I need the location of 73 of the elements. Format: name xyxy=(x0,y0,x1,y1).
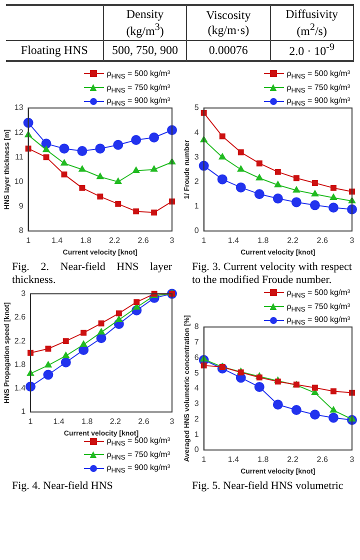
x-tick-label: 2.6 xyxy=(138,417,150,426)
x-tick-label: 2.2 xyxy=(287,455,299,464)
y-tick-label: 3 xyxy=(194,399,200,408)
x-tick-label: 3 xyxy=(350,236,355,246)
caption: Fig. 4. Near-field HNS xyxy=(11,479,114,493)
y-tick-label: 6 xyxy=(194,352,200,362)
y-tick-label: 2.2 xyxy=(14,336,26,346)
x-tick-label: 2.6 xyxy=(316,455,328,464)
legend-label: ρ$_{HNS}$ = 750 kg/m³ xyxy=(106,450,170,462)
x-tick-label: 3 xyxy=(170,236,175,246)
legend-label: ρ$_{HNS}$ = 750 kg/m³ xyxy=(286,302,350,314)
y-tick-label: 7 xyxy=(194,338,200,347)
y-tick-label: 4 xyxy=(194,128,200,137)
x-tick-label: 1.4 xyxy=(228,455,240,464)
y-tick-label: 13 xyxy=(14,103,24,112)
y-tick-label: 1.4 xyxy=(14,384,26,393)
x-tick-label: 2.2 xyxy=(287,236,299,246)
x-tick-label: 1 xyxy=(28,417,34,426)
legend-label: ρ$_{HNS}$ = 900 kg/m³ xyxy=(106,463,170,475)
y-tick-label: 8 xyxy=(18,226,24,236)
y-tick-label: 1 xyxy=(194,430,200,439)
x-tick-label: 3 xyxy=(350,455,355,464)
legend-label: ρ$_{HNS}$ = 750 kg/m³ xyxy=(286,82,350,94)
x-tick-label: 1.4 xyxy=(51,236,64,246)
legend-label: ρ$_{HNS}$ = 500 kg/m³ xyxy=(286,69,350,81)
x-tick-label: 1.4 xyxy=(53,417,65,426)
y-tick-label: 11 xyxy=(14,152,24,162)
category-label: Viscosity (kg/m·s) xyxy=(186,5,270,40)
x-tick-label: 2.2 xyxy=(110,417,122,426)
category-label: Density (kg/m$^{3}$) xyxy=(103,5,187,40)
y-tick-label: 1 xyxy=(194,202,200,211)
y-tick-label: 3 xyxy=(21,289,26,298)
text: 500, 750, 900 xyxy=(112,43,178,57)
legend-label: ρ$_{HNS}$ = 500 kg/m³ xyxy=(286,288,350,300)
x-tick-label: 1.8 xyxy=(258,455,270,464)
y-tick-label: 3 xyxy=(194,152,200,162)
text: 0.00076 xyxy=(208,43,248,57)
y-tick-label: 1.8 xyxy=(14,360,26,369)
x-tick-label: 2.2 xyxy=(108,236,121,246)
legend-label: ρ$_{HNS}$ = 750 kg/m³ xyxy=(106,82,170,94)
text: 2.0 · 10$^{-9}$ xyxy=(289,42,334,58)
legend-label: ρ$_{HNS}$ = 500 kg/m³ xyxy=(106,436,170,448)
caption: Fig. 5. Near-field HNS volumetric xyxy=(191,479,344,493)
x-tick-label: 1.8 xyxy=(258,236,270,246)
y-tick-label: 10 xyxy=(14,177,24,186)
y-tick-label: 12 xyxy=(14,128,24,137)
y-tick-label: 2 xyxy=(194,414,200,424)
x-tick-label: 3 xyxy=(170,417,175,426)
legend-label: ρ$_{HNS}$ = 500 kg/m³ xyxy=(106,69,170,81)
y-tick-label: 1 xyxy=(21,407,26,416)
y-tick-label: 4 xyxy=(194,384,200,393)
legend-label: ρ$_{HNS}$ = 900 kg/m³ xyxy=(106,96,170,108)
y-tick-label: 0 xyxy=(194,226,200,236)
y-tick-label: 2.6 xyxy=(14,312,26,322)
x-tick-label: 1 xyxy=(202,455,207,464)
y-tick-label: 0 xyxy=(194,445,200,454)
caption: Fig. 2. Near-field HNS layer thickness. xyxy=(11,260,173,287)
y-tick-label: 5 xyxy=(194,103,200,112)
legend-label: ρ$_{HNS}$ = 900 kg/m³ xyxy=(286,315,350,327)
category-label: Floating HNS xyxy=(20,43,88,57)
y-tick-label: 8 xyxy=(194,322,200,332)
y-tick-label: 2 xyxy=(194,177,200,186)
y-tick-label: 9 xyxy=(18,202,24,211)
category-label: Diffusivity (m$^{2}$/s) xyxy=(270,5,354,40)
x-tick-label: 2.6 xyxy=(138,236,150,246)
y-tick-label: 5 xyxy=(194,368,200,378)
legend-label: ρ$_{HNS}$ = 900 kg/m³ xyxy=(286,96,350,108)
x-tick-label: 1.8 xyxy=(82,417,94,426)
x-tick-label: 1.8 xyxy=(80,236,92,246)
x-tick-label: 2.6 xyxy=(316,236,328,246)
x-tick-label: 1.4 xyxy=(228,236,240,246)
x-tick-label: 1 xyxy=(202,236,207,246)
caption: Fig. 3. Current velocity with respect to the modified Froude number. xyxy=(191,260,353,287)
